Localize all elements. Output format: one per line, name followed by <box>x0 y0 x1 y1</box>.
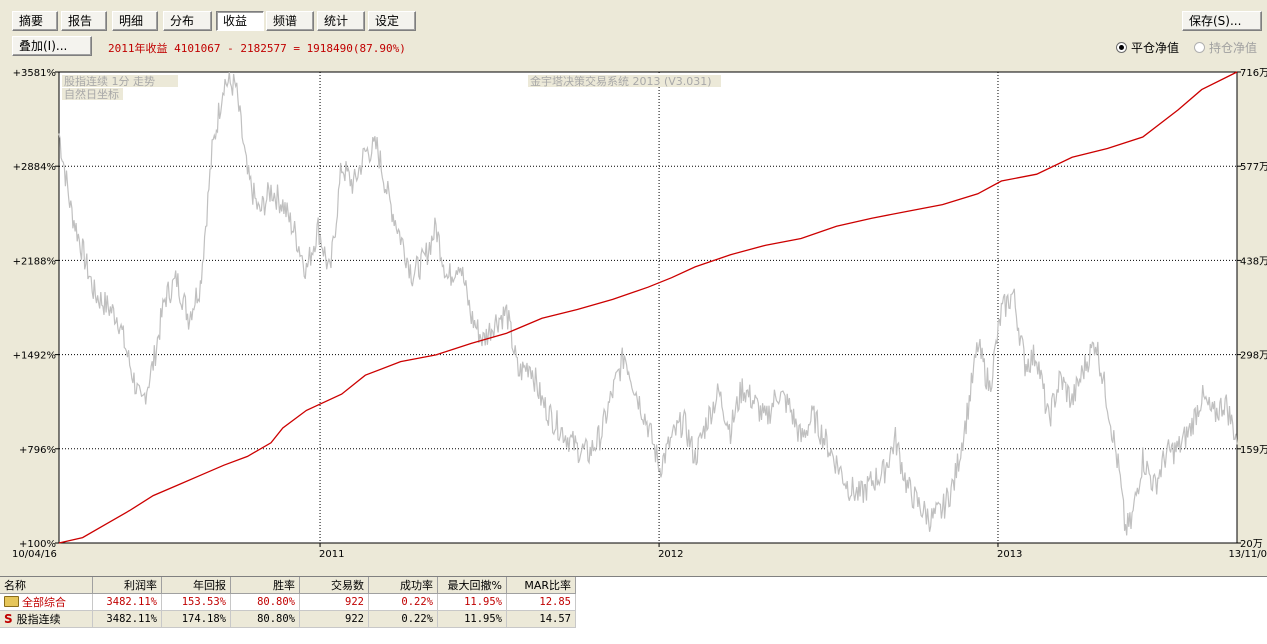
row-name: 全部综合 <box>22 596 66 609</box>
tab-settings[interactable]: 设定 <box>368 11 416 31</box>
table-header-row: 名称 利润率 年回报 胜率 交易数 成功率 最大回撤% MAR比率 <box>0 577 576 594</box>
equity-series-line <box>58 71 1238 544</box>
x-axis-label: 10/04/16 <box>12 549 57 560</box>
tab-spectrum[interactable]: 频谱 <box>266 11 314 31</box>
col-annual-return[interactable]: 年回报 <box>161 577 231 594</box>
left-axis-label: +2188% <box>13 256 56 267</box>
folder-icon <box>4 596 19 607</box>
tab-report[interactable]: 报告 <box>61 11 107 31</box>
radio-close-label: 平仓净值 <box>1131 41 1180 55</box>
radio-close-equity[interactable]: 平仓净值 <box>1116 39 1179 56</box>
cell-annual-return: 174.18% <box>161 610 231 628</box>
cell-win-rate: 80.80% <box>230 610 300 628</box>
equity-chart: +3581% 716万 +2884% 577万 +2188% 438万 +1492% 298万… <box>0 60 1267 570</box>
cell-annual-return: 153.53% <box>161 593 231 611</box>
left-axis-label: +3581% <box>13 68 56 79</box>
left-axis-label: +1492% <box>13 351 56 362</box>
left-axis-label: +796% <box>19 445 56 456</box>
col-max-drawdown[interactable]: 最大回撤% <box>437 577 507 594</box>
tab-distribution[interactable]: 分布 <box>163 11 212 31</box>
x-axis-label: 2013 <box>997 549 1022 560</box>
save-button[interactable]: 保存(S)... <box>1182 11 1262 31</box>
price-series-line <box>58 72 1238 536</box>
row-name: 股指连续 <box>16 613 61 626</box>
cell-success-rate: 0.22% <box>368 593 438 611</box>
plot-area <box>58 71 1238 544</box>
right-axis-label: 577万 <box>1240 162 1267 173</box>
cell-success-rate: 0.22% <box>368 610 438 628</box>
cell-max-drawdown: 11.95% <box>437 610 507 628</box>
right-axis-label: 20万 <box>1240 539 1263 550</box>
stats-table: 名称 利润率 年回报 胜率 交易数 成功率 最大回撤% MAR比率 全部综合 3… <box>0 576 1267 644</box>
row-name-cell: 全部综合 <box>0 593 93 611</box>
radio-checked-icon <box>1116 42 1127 53</box>
cell-profit-rate: 3482.11% <box>92 610 162 628</box>
cell-profit-rate: 3482.11% <box>92 593 162 611</box>
overlay-button[interactable]: 叠加(I)... <box>12 36 92 56</box>
watermark-bg <box>528 75 721 87</box>
cell-mar-ratio: 14.57 <box>506 610 576 628</box>
tab-summary[interactable]: 摘要 <box>12 11 58 31</box>
tab-returns[interactable]: 收益 <box>216 11 264 31</box>
col-mar-ratio[interactable]: MAR比率 <box>506 577 576 594</box>
row-name-cell: S 股指连续 <box>0 610 93 628</box>
x-axis-label: 2012 <box>658 549 683 560</box>
equity-chart-svg: +3581% 716万 +2884% 577万 +2188% 438万 +1492% 298万… <box>12 68 1267 560</box>
cell-mar-ratio: 12.85 <box>506 593 576 611</box>
strategy-s-icon: S <box>4 612 13 626</box>
cell-trades: 922 <box>299 593 369 611</box>
x-axis-label: 13/11/0 <box>1228 549 1267 560</box>
x-axis-label: 2011 <box>319 549 344 560</box>
left-axis-label: +2884% <box>13 162 56 173</box>
col-name[interactable]: 名称 <box>0 577 93 594</box>
right-axis-label: 438万 <box>1240 256 1267 267</box>
legend-bg <box>62 88 123 100</box>
right-axis-label: 716万 <box>1240 68 1267 79</box>
radio-hold-equity: 持仓净值 <box>1194 39 1257 56</box>
tab-statistics[interactable]: 统计 <box>317 11 365 31</box>
cell-win-rate: 80.80% <box>230 593 300 611</box>
right-axis-label: 298万 <box>1240 351 1267 362</box>
radio-hold-label: 持仓净值 <box>1209 41 1258 55</box>
legend-text: 自然日坐标 <box>64 87 119 101</box>
left-axis-label: +100% <box>19 539 56 550</box>
col-trades[interactable]: 交易数 <box>299 577 369 594</box>
col-profit-rate[interactable]: 利润率 <box>92 577 162 594</box>
right-axis-label: 159万 <box>1240 445 1267 456</box>
cell-trades: 922 <box>299 610 369 628</box>
table-row[interactable]: 全部综合 3482.11% 153.53% 80.80% 922 0.22% 1… <box>0 593 576 611</box>
col-success-rate[interactable]: 成功率 <box>368 577 438 594</box>
annual-return-summary: 2011年收益 4101067 - 2182577 = 1918490(87.9… <box>108 42 406 55</box>
cell-max-drawdown: 11.95% <box>437 593 507 611</box>
legend-text: 股指连续 1分 走势 <box>64 74 155 88</box>
col-win-rate[interactable]: 胜率 <box>230 577 300 594</box>
legend-bg <box>62 75 178 87</box>
table-row[interactable]: S 股指连续 3482.11% 174.18% 80.80% 922 0.22% … <box>0 610 576 628</box>
tab-detail[interactable]: 明细 <box>112 11 158 31</box>
radio-unchecked-icon <box>1194 42 1205 53</box>
watermark-text: 金宇塔决策交易系统 2013 (V3.031) <box>530 74 712 88</box>
